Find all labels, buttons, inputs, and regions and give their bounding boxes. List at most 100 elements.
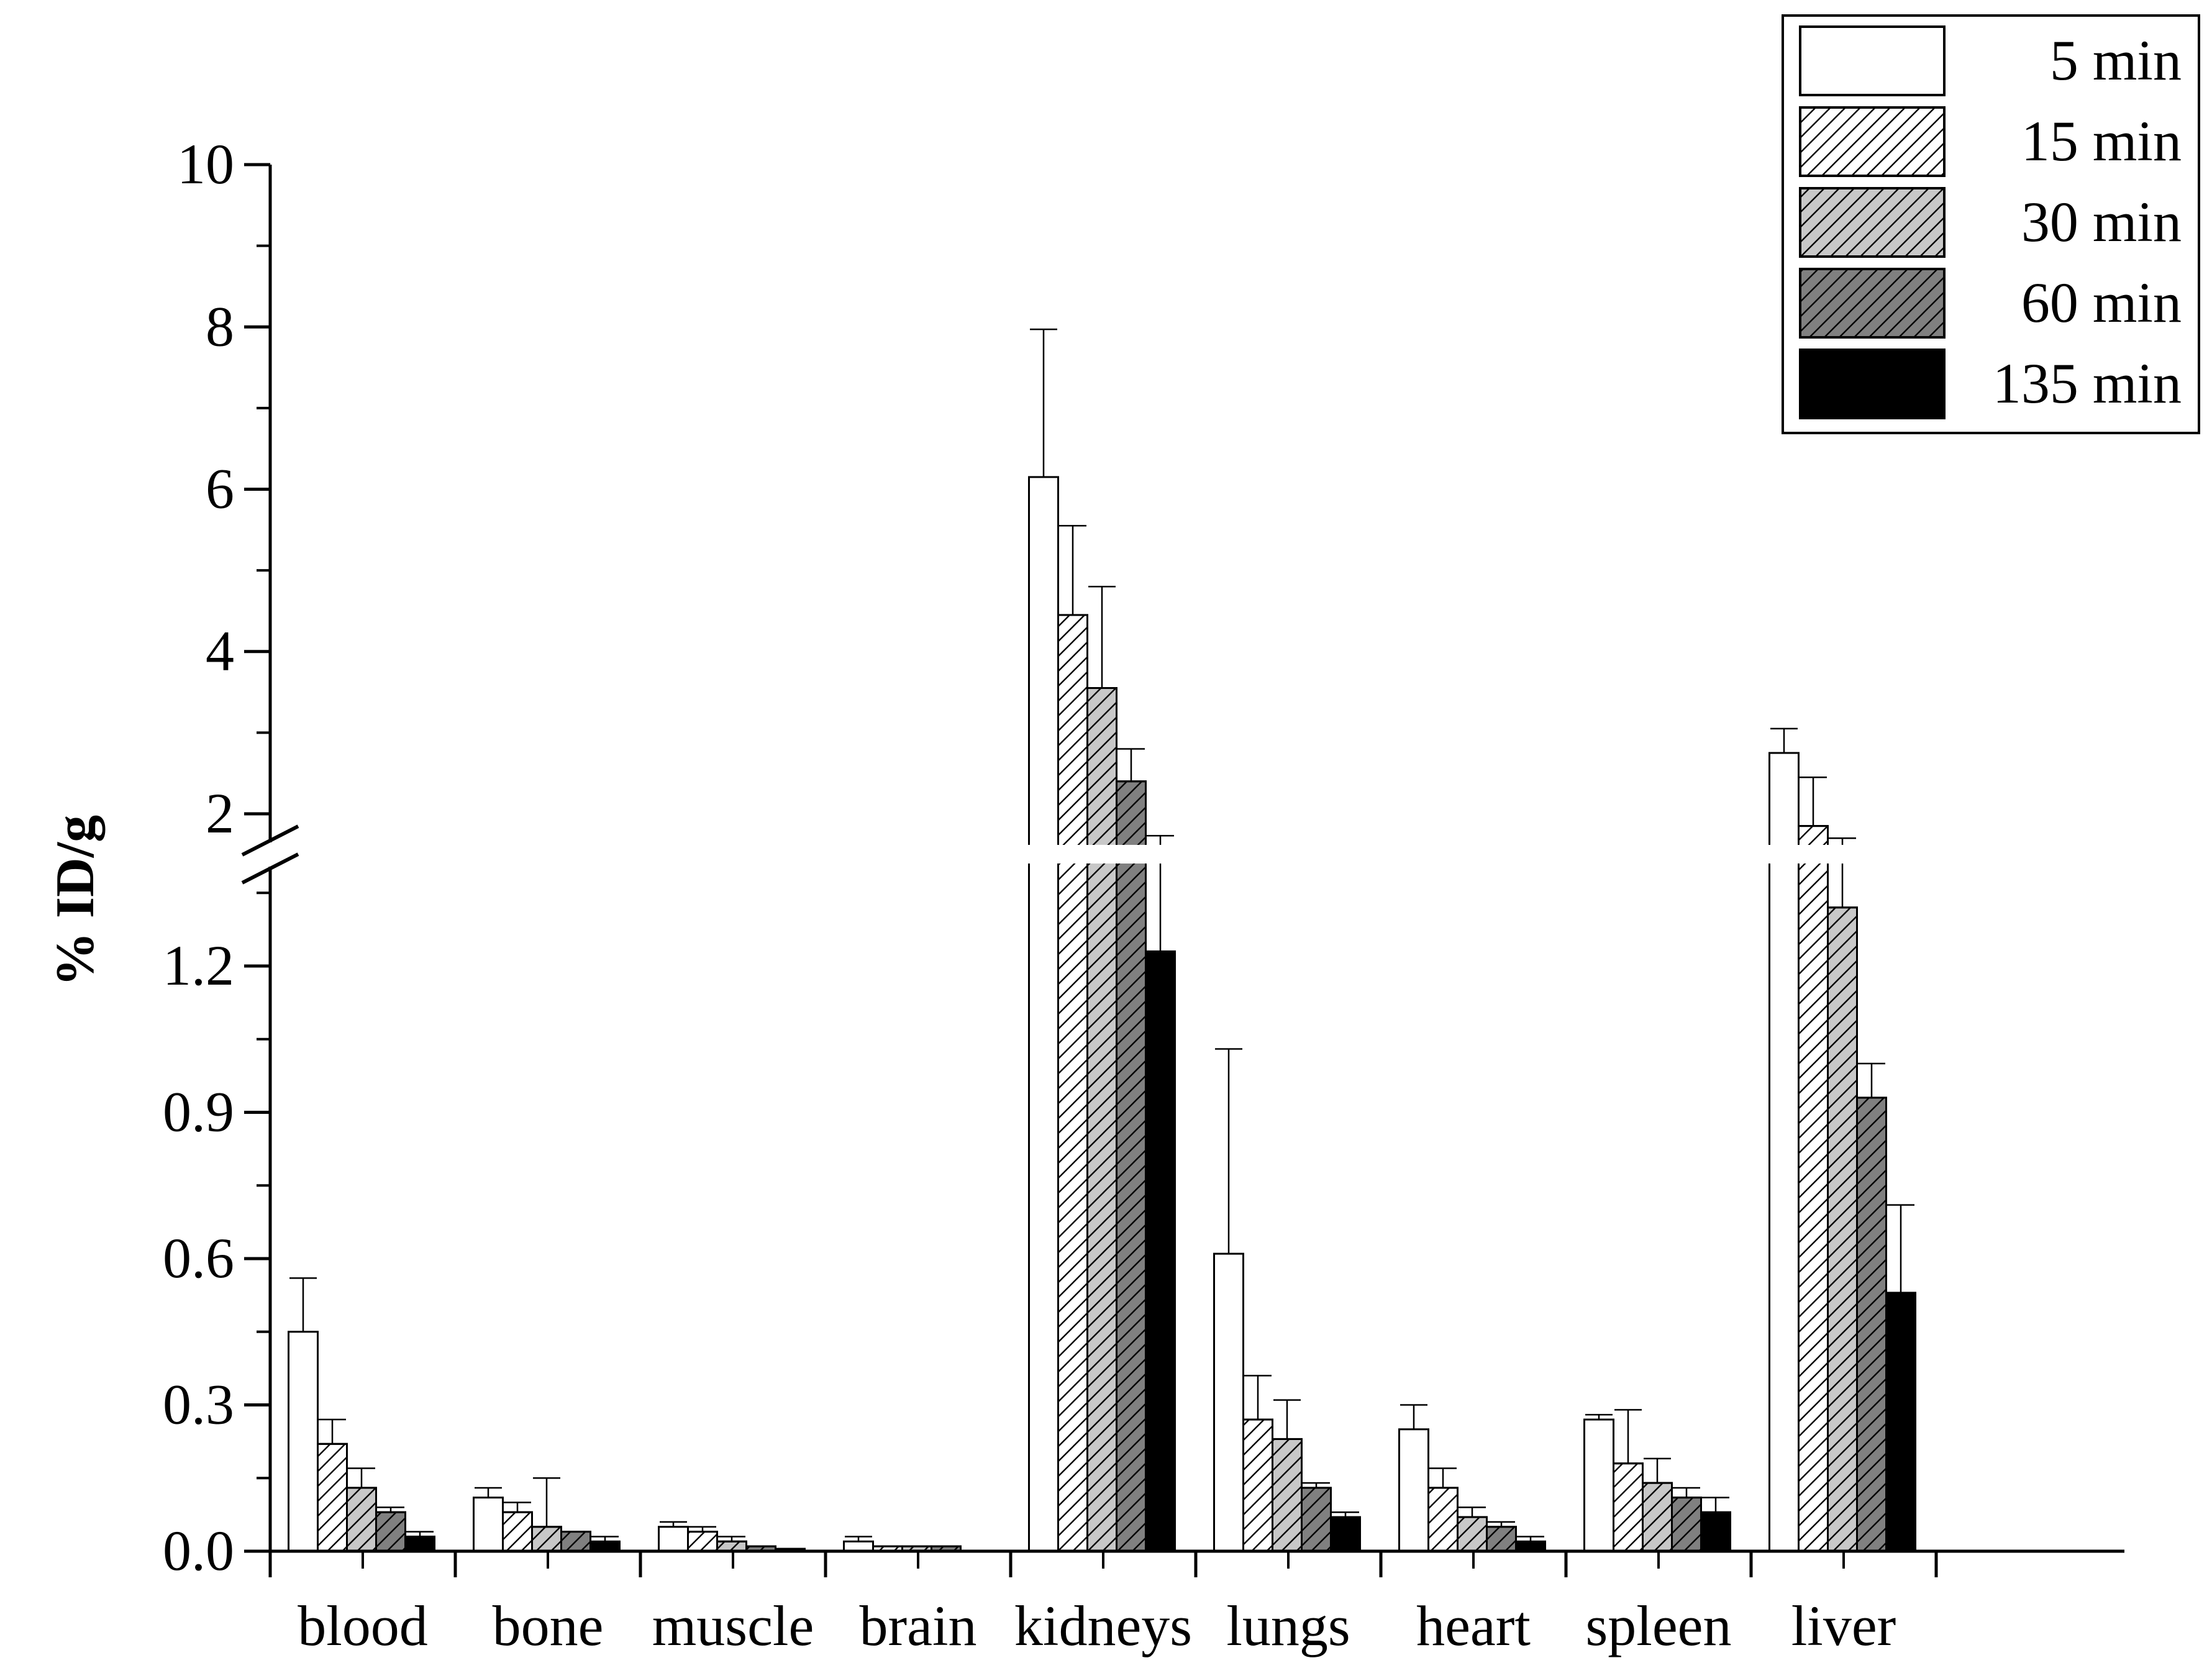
legend-swatch [1799,349,1946,419]
error-bar [1517,1536,1544,1542]
error-bar [377,1506,404,1513]
error-bar [1059,525,1086,615]
labels-layer: 0.0 0.3 0.6 0.9 1.2 2 4 6 8 10 blood bone muscle brai… [45,132,1896,1657]
y-tick-label: 8 [206,294,234,358]
error-bar [1673,1487,1700,1498]
error-bar [406,1531,434,1537]
error-bar [1332,1511,1359,1518]
error-bar [1303,1482,1330,1488]
axes-layer [241,163,2124,1577]
bar [317,1442,348,1552]
error-bar [504,1502,531,1513]
error-bar [1215,1048,1242,1254]
bar [346,1487,377,1552]
bar [288,1331,319,1552]
legend-item: 60 min [1799,268,2182,339]
legend-item: 30 min [1799,187,2182,258]
error-bar [845,1536,872,1542]
bar [1057,614,1088,1552]
axis-break-mark [241,852,299,885]
y-tick-label: 0.3 [163,1373,234,1436]
legend-label: 30 min [2021,190,2182,253]
bar [1827,906,1858,1552]
bar [1272,1438,1303,1552]
error-bar [1887,1204,1914,1293]
bar [1856,1096,1887,1552]
y-tick-label: 10 [177,132,234,196]
error-bar [1117,748,1145,782]
error-bar [1702,1497,1729,1513]
error-bar [1770,727,1798,754]
error-bar [660,1521,687,1527]
y-tick-label: 4 [206,619,234,683]
error-bar [1244,1375,1272,1420]
axis-break-gap [0,845,2212,864]
error-bar [1614,1409,1642,1464]
bar [1330,1516,1361,1552]
x-category-label: spleen [1585,1594,1731,1657]
error-bar [1429,1467,1457,1488]
error-bar [1459,1506,1486,1518]
error-bar [1800,776,1827,826]
bar [531,1526,562,1552]
error-bar [1644,1457,1671,1483]
x-category-label: blood [298,1594,428,1657]
legend-swatch [1799,25,1946,96]
x-category-label: bone [493,1594,604,1657]
bar [687,1531,718,1552]
error-bars-layer [0,328,2212,1542]
y-tick-label: 2 [206,782,234,845]
legend-item: 15 min [1799,106,2182,177]
bar [1028,476,1059,1552]
bar [473,1497,504,1552]
legend-swatch-hatch [1799,106,1946,177]
legend: 5 min 15 min 30 min 60 min 135 min [1782,14,2200,434]
error-bar [689,1526,716,1532]
error-bar [1488,1521,1515,1527]
error-bar [718,1536,745,1542]
error-bar [591,1536,619,1542]
error-bar [1858,1062,1885,1098]
bar [502,1511,533,1552]
x-category-label: muscle [652,1594,814,1657]
bar [1086,687,1117,1552]
bar [560,1531,591,1552]
legend-swatch-hatch [1799,268,1946,339]
error-bar [1585,1413,1613,1420]
bar [1213,1252,1244,1552]
x-category-label: lungs [1226,1594,1350,1657]
bar [1427,1487,1459,1552]
bar [404,1535,435,1552]
legend-label: 60 min [2021,271,2182,334]
legend-item: 135 min [1799,349,2182,419]
axis-break-mark [241,824,299,857]
error-bar [1030,328,1057,477]
bar [1583,1418,1614,1552]
y-axis-title: % ID/g [45,815,106,987]
y-tick-label: 0.6 [163,1226,234,1290]
y-tick-label: 0.9 [163,1080,234,1144]
error-bar [289,1277,317,1332]
y-tick-label: 0.0 [163,1519,234,1582]
error-bar [533,1477,560,1527]
error-bar [1400,1404,1427,1429]
error-bar [475,1487,502,1498]
legend-item: 5 min [1799,25,2182,96]
bar [1145,950,1176,1552]
x-category-label: brain [859,1594,976,1657]
bar [1398,1428,1429,1552]
bar [1301,1487,1332,1552]
x-category-label: kidneys [1014,1594,1192,1657]
error-bar [1088,586,1116,688]
bar [1642,1482,1673,1552]
bar [1768,752,1800,1552]
legend-label: 135 min [1993,352,2182,415]
bar [1700,1511,1731,1552]
x-category-label: heart [1416,1594,1531,1657]
bar [1613,1462,1644,1552]
bar [1457,1516,1488,1552]
bar [1885,1292,1916,1552]
bar [1798,825,1829,1552]
